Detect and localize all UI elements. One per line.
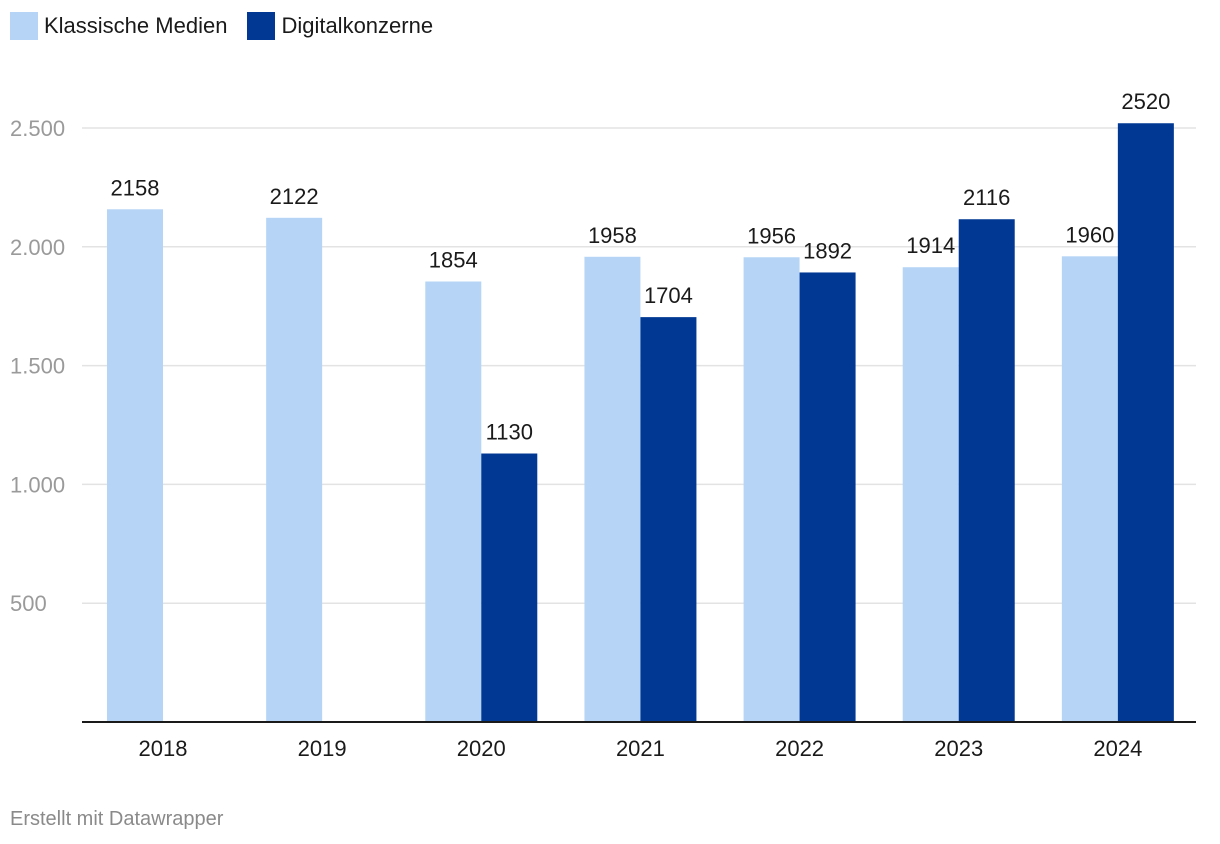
data-label: 1130 [486, 420, 533, 445]
bar [1117, 123, 1174, 723]
x-tick-label: 2021 [616, 736, 665, 761]
legend-swatch-klassische-medien [10, 12, 38, 40]
bar [640, 317, 697, 722]
bar [107, 209, 163, 722]
footer-credit: Erstellt mit Datawrapper [10, 808, 224, 830]
x-tick-label: 2019 [298, 736, 347, 761]
bar [481, 453, 538, 722]
x-tick-label: 2018 [139, 736, 188, 761]
y-tick-label: 2.500 [10, 116, 65, 141]
bar [902, 267, 959, 722]
x-tick-label: 2024 [1093, 736, 1142, 761]
data-label: 1960 [1065, 222, 1114, 247]
y-tick-label: 1.000 [10, 472, 65, 497]
legend-item-digitalkonzerne: Digitalkonzerne [247, 12, 433, 40]
data-label: 1958 [588, 223, 637, 248]
bar [266, 217, 323, 722]
x-tick-label: 2022 [775, 736, 824, 761]
x-tick-label: 2020 [457, 736, 506, 761]
legend-label: Klassische Medien [44, 13, 228, 38]
y-tick-label: 1.500 [10, 354, 65, 379]
bar [584, 256, 641, 722]
legend-item-klassische-medien: Klassische Medien [10, 12, 227, 40]
data-label: 1854 [429, 247, 478, 272]
bar [425, 281, 482, 722]
bar [958, 219, 1015, 722]
legend-label: Digitalkonzerne [281, 13, 434, 38]
data-label: 1892 [803, 238, 852, 263]
data-label: 2122 [270, 184, 319, 209]
y-tick-label: 500 [10, 591, 47, 616]
data-label: 2158 [111, 175, 160, 200]
data-label: 2116 [963, 185, 1010, 210]
bar [1061, 256, 1118, 722]
x-tick-label: 2023 [934, 736, 983, 761]
y-tick-label: 2.000 [10, 235, 65, 260]
bar [799, 272, 856, 722]
data-label: 1704 [644, 283, 693, 308]
legend: Klassische Medien Digitalkonzerne [10, 12, 433, 40]
data-label: 1914 [906, 233, 955, 258]
bar [743, 257, 800, 722]
data-label: 1956 [747, 223, 796, 248]
legend-swatch-digitalkonzerne [247, 12, 276, 40]
data-label: 2520 [1121, 89, 1170, 114]
